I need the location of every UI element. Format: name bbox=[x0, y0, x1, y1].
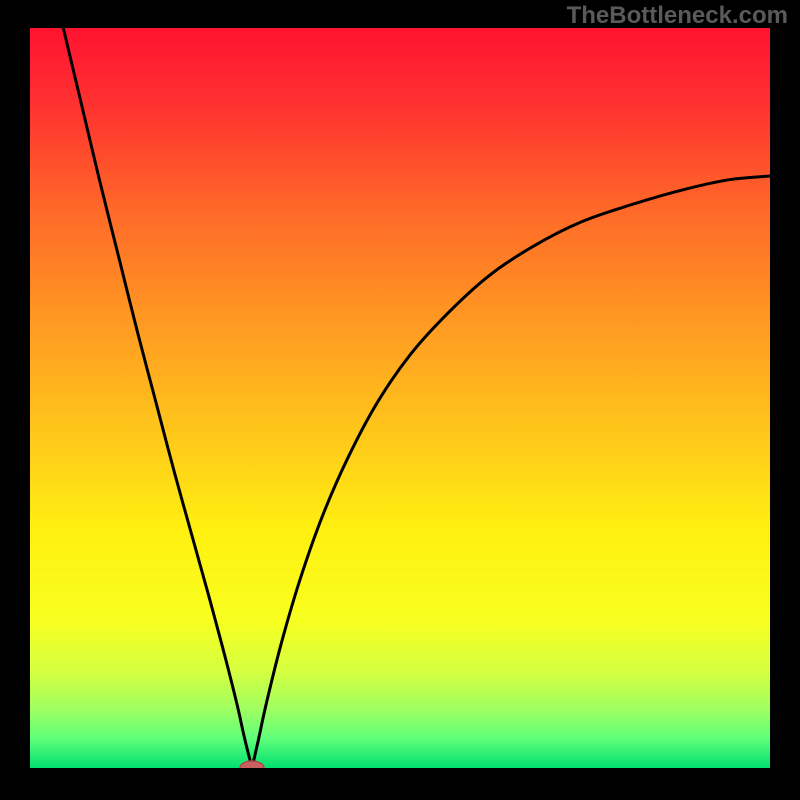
chart-svg bbox=[30, 28, 770, 768]
chart-container: TheBottleneck.com bbox=[0, 0, 800, 800]
watermark-text: TheBottleneck.com bbox=[567, 2, 788, 30]
plot-area bbox=[30, 28, 770, 768]
gradient-background bbox=[30, 28, 770, 768]
